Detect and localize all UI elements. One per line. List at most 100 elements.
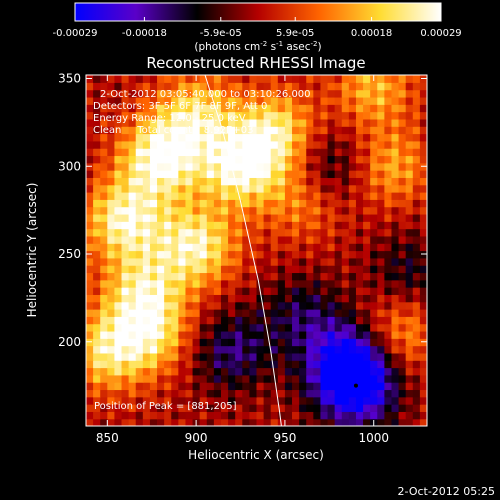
heatmap-cell xyxy=(334,323,343,332)
heatmap-cell xyxy=(114,301,123,310)
heatmap-cell xyxy=(114,177,123,186)
heatmap-cell xyxy=(192,250,201,259)
heatmap-cell xyxy=(284,323,293,332)
heatmap-cell xyxy=(164,316,172,325)
heatmap-cell xyxy=(405,396,414,405)
y-axis-label: Heliocentric Y (arcsec) xyxy=(25,183,39,318)
heatmap-cell xyxy=(377,235,385,244)
heatmap-cell xyxy=(178,316,187,325)
heatmap-cell xyxy=(256,170,265,178)
heatmap-cell xyxy=(292,250,300,259)
heatmap-cell xyxy=(398,279,407,288)
heatmap-cell xyxy=(299,316,307,325)
heatmap-cell xyxy=(299,177,307,186)
heatmap-cell xyxy=(384,287,393,295)
heatmap-cell xyxy=(157,155,165,164)
heatmap-cell xyxy=(384,206,393,215)
heatmap-cell xyxy=(327,206,336,215)
heatmap-cell xyxy=(320,418,329,426)
heatmap-cell xyxy=(377,272,385,281)
heatmap-cell xyxy=(100,235,108,244)
heatmap-cell xyxy=(171,323,179,332)
heatmap-cell xyxy=(213,323,222,332)
heatmap-cell xyxy=(107,104,116,113)
heatmap-cell xyxy=(384,382,393,391)
heatmap-cell xyxy=(213,389,222,398)
heatmap-cell xyxy=(334,389,343,398)
heatmap-cell xyxy=(263,111,272,120)
heatmap-cell xyxy=(419,235,427,244)
heatmap-cell xyxy=(377,382,385,391)
heatmap-cell xyxy=(213,177,222,186)
heatmap-cell xyxy=(149,177,158,186)
heatmap-cell xyxy=(114,352,123,361)
heatmap-cell xyxy=(121,206,130,215)
heatmap-cell xyxy=(235,250,243,259)
heatmap-cell xyxy=(412,404,421,412)
heatmap-cell xyxy=(299,389,307,398)
heatmap-cell xyxy=(93,213,101,222)
heatmap-cell xyxy=(306,374,314,383)
heatmap-cell xyxy=(107,184,116,193)
colorbar-tick-label: 5.9e-05 xyxy=(276,28,314,39)
heatmap-cell xyxy=(142,374,151,383)
heatmap-cell xyxy=(128,140,137,149)
heatmap-cell xyxy=(277,243,286,252)
heatmap-cell xyxy=(299,301,307,310)
heatmap-cell xyxy=(327,221,336,230)
heatmap-cell xyxy=(178,213,187,222)
heatmap-cell xyxy=(199,418,208,426)
heatmap-cell xyxy=(299,287,307,295)
heatmap-cell xyxy=(313,199,322,208)
heatmap-cell xyxy=(355,111,364,120)
heatmap-cell xyxy=(86,418,94,426)
heatmap-cell xyxy=(270,316,279,325)
heatmap-cell xyxy=(334,221,343,230)
heatmap-cell xyxy=(419,111,427,120)
heatmap-cell xyxy=(142,148,151,157)
heatmap-cell xyxy=(405,338,414,347)
heatmap-cell xyxy=(149,192,158,200)
heatmap-cell xyxy=(419,184,427,193)
heatmap-cell xyxy=(334,235,343,244)
heatmap-cell xyxy=(228,323,236,332)
heatmap-cell xyxy=(149,75,158,83)
heatmap-cell xyxy=(313,235,322,244)
heatmap-cell xyxy=(334,279,343,288)
heatmap-cell xyxy=(419,133,427,142)
heatmap-cell xyxy=(391,155,400,164)
heatmap-cell xyxy=(199,250,208,259)
heatmap-cell xyxy=(320,170,329,178)
colorbar: -0.00029 -0.00018 -5.9e-05 5.9e-05 0.00018 0.… xyxy=(53,2,462,53)
heatmap-cell xyxy=(334,338,343,347)
heatmap-cell xyxy=(235,104,243,113)
heatmap-cell xyxy=(128,111,137,120)
heatmap-cell xyxy=(419,360,427,369)
heatmap-cell xyxy=(256,338,265,347)
heatmap-cell xyxy=(313,323,322,332)
heatmap-cell xyxy=(384,170,393,178)
heatmap-cell xyxy=(157,199,165,208)
heatmap-cell xyxy=(327,360,336,369)
heatmap-cell xyxy=(220,228,229,237)
heatmap-cell xyxy=(363,323,371,332)
heatmap-cell xyxy=(327,279,336,288)
heatmap-cell xyxy=(228,170,236,178)
heatmap-cell xyxy=(121,345,130,354)
heatmap-cell xyxy=(334,126,343,135)
heatmap-cell xyxy=(164,279,172,288)
heatmap-cell xyxy=(320,272,329,281)
heatmap-cell xyxy=(405,411,414,420)
heatmap-cell xyxy=(114,111,123,120)
heatmap-cell xyxy=(157,382,165,391)
heatmap-cell xyxy=(341,184,350,193)
heatmap-cell xyxy=(107,89,116,98)
heatmap-cell xyxy=(270,389,279,398)
heatmap-cell xyxy=(242,257,250,266)
heatmap-cell xyxy=(235,360,243,369)
heatmap-cell xyxy=(263,82,272,91)
heatmap-cell xyxy=(242,360,250,369)
heatmap-cell xyxy=(320,82,329,91)
heatmap-cell xyxy=(142,404,151,412)
heatmap-cell xyxy=(284,140,293,149)
